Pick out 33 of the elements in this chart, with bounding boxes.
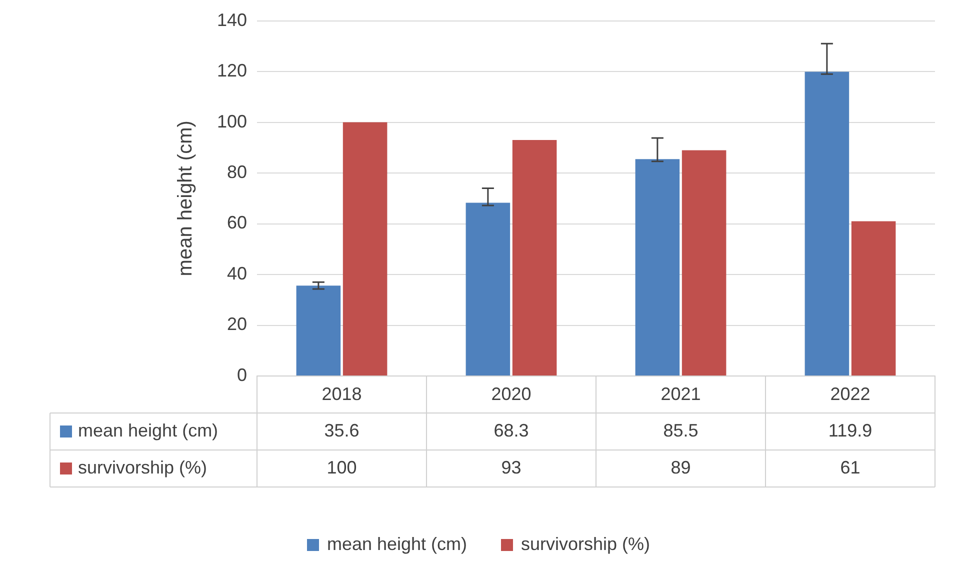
x-tick-label: 2018 (322, 384, 362, 404)
y-tick-label: 100 (216, 111, 247, 132)
data-label: 68.3 (494, 420, 529, 440)
x-tick-label: 2021 (660, 384, 701, 404)
bar (466, 202, 510, 376)
data-label: 89 (670, 457, 691, 478)
bar (342, 122, 388, 376)
data-label: 93 (501, 457, 522, 478)
data-label: 61 (840, 457, 860, 478)
y-tick-label: 80 (226, 162, 247, 182)
x-tick-label: 2022 (830, 384, 870, 404)
data-label: 85.5 (663, 420, 698, 440)
bar (804, 72, 850, 376)
y-tick-label: 40 (226, 263, 247, 284)
y-tick-label: 120 (216, 60, 247, 81)
y-tick-label: 140 (216, 10, 247, 30)
data-label: 100 (326, 457, 357, 478)
bar (851, 221, 896, 376)
legend-label: mean height (cm) (78, 420, 218, 440)
legend-label: survivorship (%) (521, 534, 650, 555)
bar (682, 150, 726, 376)
y-tick-label: 60 (226, 212, 247, 233)
bar (512, 140, 557, 376)
data-label: 119.9 (828, 420, 872, 440)
text: mean height (cm) (326, 534, 468, 554)
y-axis-title: mean height (cm) (174, 120, 197, 276)
data-label: 35.6 (324, 420, 360, 440)
bar (635, 159, 680, 376)
bar (296, 286, 341, 376)
y-tick-label: 0 (236, 364, 247, 385)
y-tick-label: 20 (226, 314, 247, 334)
x-tick-label: 2020 (491, 384, 532, 404)
text: survivorship (%) (78, 457, 208, 478)
